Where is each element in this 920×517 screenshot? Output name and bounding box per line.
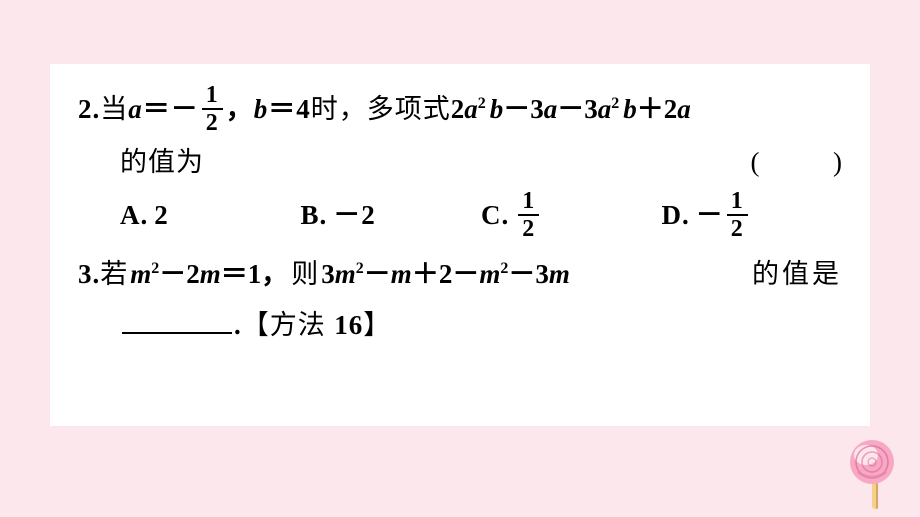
q2-eq1: ＝－ [143, 84, 199, 135]
q2-e-p: ＋ [637, 94, 664, 124]
q2-optC-frac: 1 2 [518, 188, 539, 243]
q2-number: 2. [78, 84, 100, 135]
q2-optB-val: 2 [361, 190, 376, 241]
q2-optD-bot: 2 [727, 214, 748, 242]
q2-e-b2: b [623, 94, 637, 124]
q3-comma: ， [261, 249, 291, 300]
q2-var-a: a [128, 84, 143, 135]
q3-ml: 【 [242, 310, 270, 340]
q2-optB-label: B. [301, 190, 328, 241]
q2-frac1: 1 2 [202, 82, 223, 137]
q2-line2-text: 的值为 [120, 137, 204, 188]
q2-options: A. 2 B. － 2 C. 1 2 D. － 1 2 [78, 188, 842, 243]
q3-mr: 】 [363, 310, 391, 340]
q3-1: 1 [248, 259, 262, 289]
q2-expr: 2a2b－3a－3a2b＋2a [451, 84, 691, 135]
q3-mi3: － [452, 259, 479, 289]
q2-text-prefix: 当 [100, 84, 128, 135]
q2-e-a4: a [677, 94, 691, 124]
q3-mt: 方法 [270, 310, 335, 340]
q2-e-b1: b [490, 94, 504, 124]
q3-eq: ＝ [221, 259, 248, 289]
q2-optD-label: D. [662, 190, 690, 241]
q2-e-3b: 3 [584, 94, 598, 124]
q2-val4: 4 [296, 84, 311, 135]
q2-optC-top: 1 [518, 188, 539, 214]
q3-expr1: m2－2m＝1 [130, 249, 261, 300]
q2-line1: 2. 当 a ＝－ 1 2 ， b ＝ 4 时，多项式 2a2b－3a－3a2b… [78, 82, 842, 137]
q2-e-s2: 2 [611, 95, 619, 112]
q3-32: 3 [535, 259, 549, 289]
q3-p1: ＋ [412, 259, 439, 289]
lollipop-icon [842, 437, 902, 509]
q2-line2: 的值为 ( ) [78, 137, 842, 188]
q3-m4: m [391, 259, 412, 289]
q2-var-b: b [254, 84, 269, 135]
q3-22: 2 [439, 259, 453, 289]
q2-optA-label: A. [120, 190, 148, 241]
q2-option-b[interactable]: B. － 2 [301, 188, 482, 243]
question-3: 3. 若 m2－2m＝1 ， 则 3m2－m＋2－m2－3m 的值是 . 【方法… [78, 249, 842, 352]
q2-comma1: ， [226, 84, 254, 135]
q3-2: 2 [186, 259, 200, 289]
q3-m6: m [549, 259, 570, 289]
q2-option-c[interactable]: C. 1 2 [481, 188, 662, 243]
q3-method: 【方法 16】 [242, 300, 392, 351]
q3-m2: m [200, 259, 221, 289]
q3-then: 则 [291, 249, 321, 300]
q2-when: 时，多项式 [311, 84, 451, 135]
q2-e-m1: － [503, 94, 530, 124]
q3-mi2: － [364, 259, 391, 289]
q3-answer-blank[interactable] [122, 331, 232, 334]
question-2: 2. 当 a ＝－ 1 2 ， b ＝ 4 时，多项式 2a2b－3a－3a2b… [78, 82, 842, 243]
q3-s2: 2 [356, 260, 364, 277]
q2-paren-r: ) [833, 137, 842, 188]
q2-e-a3: a [598, 94, 612, 124]
q2-e-s1: 2 [478, 95, 486, 112]
q3-period: . [234, 300, 242, 351]
q2-optD-neg: － [696, 190, 724, 241]
q2-paren-group: ( ) [751, 137, 843, 188]
q3-3: 3 [321, 259, 335, 289]
q3-line1: 3. 若 m2－2m＝1 ， 则 3m2－m＋2－m2－3m 的值是 [78, 249, 842, 300]
q3-expr2: 3m2－m＋2－m2－3m [321, 249, 570, 300]
q3-m1: m [130, 259, 151, 289]
q3-m3: m [335, 259, 356, 289]
q3-prefix: 若 [100, 249, 130, 300]
q2-e-2c: 2 [664, 94, 678, 124]
q3-number: 3. [78, 249, 100, 300]
q3-suffix: 的值是 [752, 249, 842, 300]
q2-frac1-bot: 2 [202, 108, 223, 136]
q2-option-a[interactable]: A. 2 [120, 188, 301, 243]
q2-optA-val: 2 [154, 190, 169, 241]
q2-option-d[interactable]: D. － 1 2 [662, 188, 843, 243]
q2-paren-l: ( [751, 137, 760, 188]
content-box: 2. 当 a ＝－ 1 2 ， b ＝ 4 时，多项式 2a2b－3a－3a2b… [50, 64, 870, 426]
q2-frac1-top: 1 [202, 82, 223, 108]
q2-optD-frac: 1 2 [727, 188, 748, 243]
q2-optC-bot: 2 [518, 214, 539, 242]
q2-optC-label: C. [481, 190, 509, 241]
q2-e-3a: 3 [530, 94, 544, 124]
q2-optB-neg: － [333, 190, 361, 241]
q3-mn: 16 [334, 310, 363, 340]
q3-mi4: － [508, 259, 535, 289]
q3-line2: . 【方法 16】 [78, 300, 842, 351]
q2-eq2: ＝ [268, 84, 296, 135]
q2-e-a2: a [544, 94, 558, 124]
q2-optD-top: 1 [727, 188, 748, 214]
q3-mi1: － [159, 259, 186, 289]
q3-m5: m [479, 259, 500, 289]
q2-e-2: 2 [451, 94, 465, 124]
q2-e-a1: a [464, 94, 478, 124]
q2-e-m2: － [557, 94, 584, 124]
